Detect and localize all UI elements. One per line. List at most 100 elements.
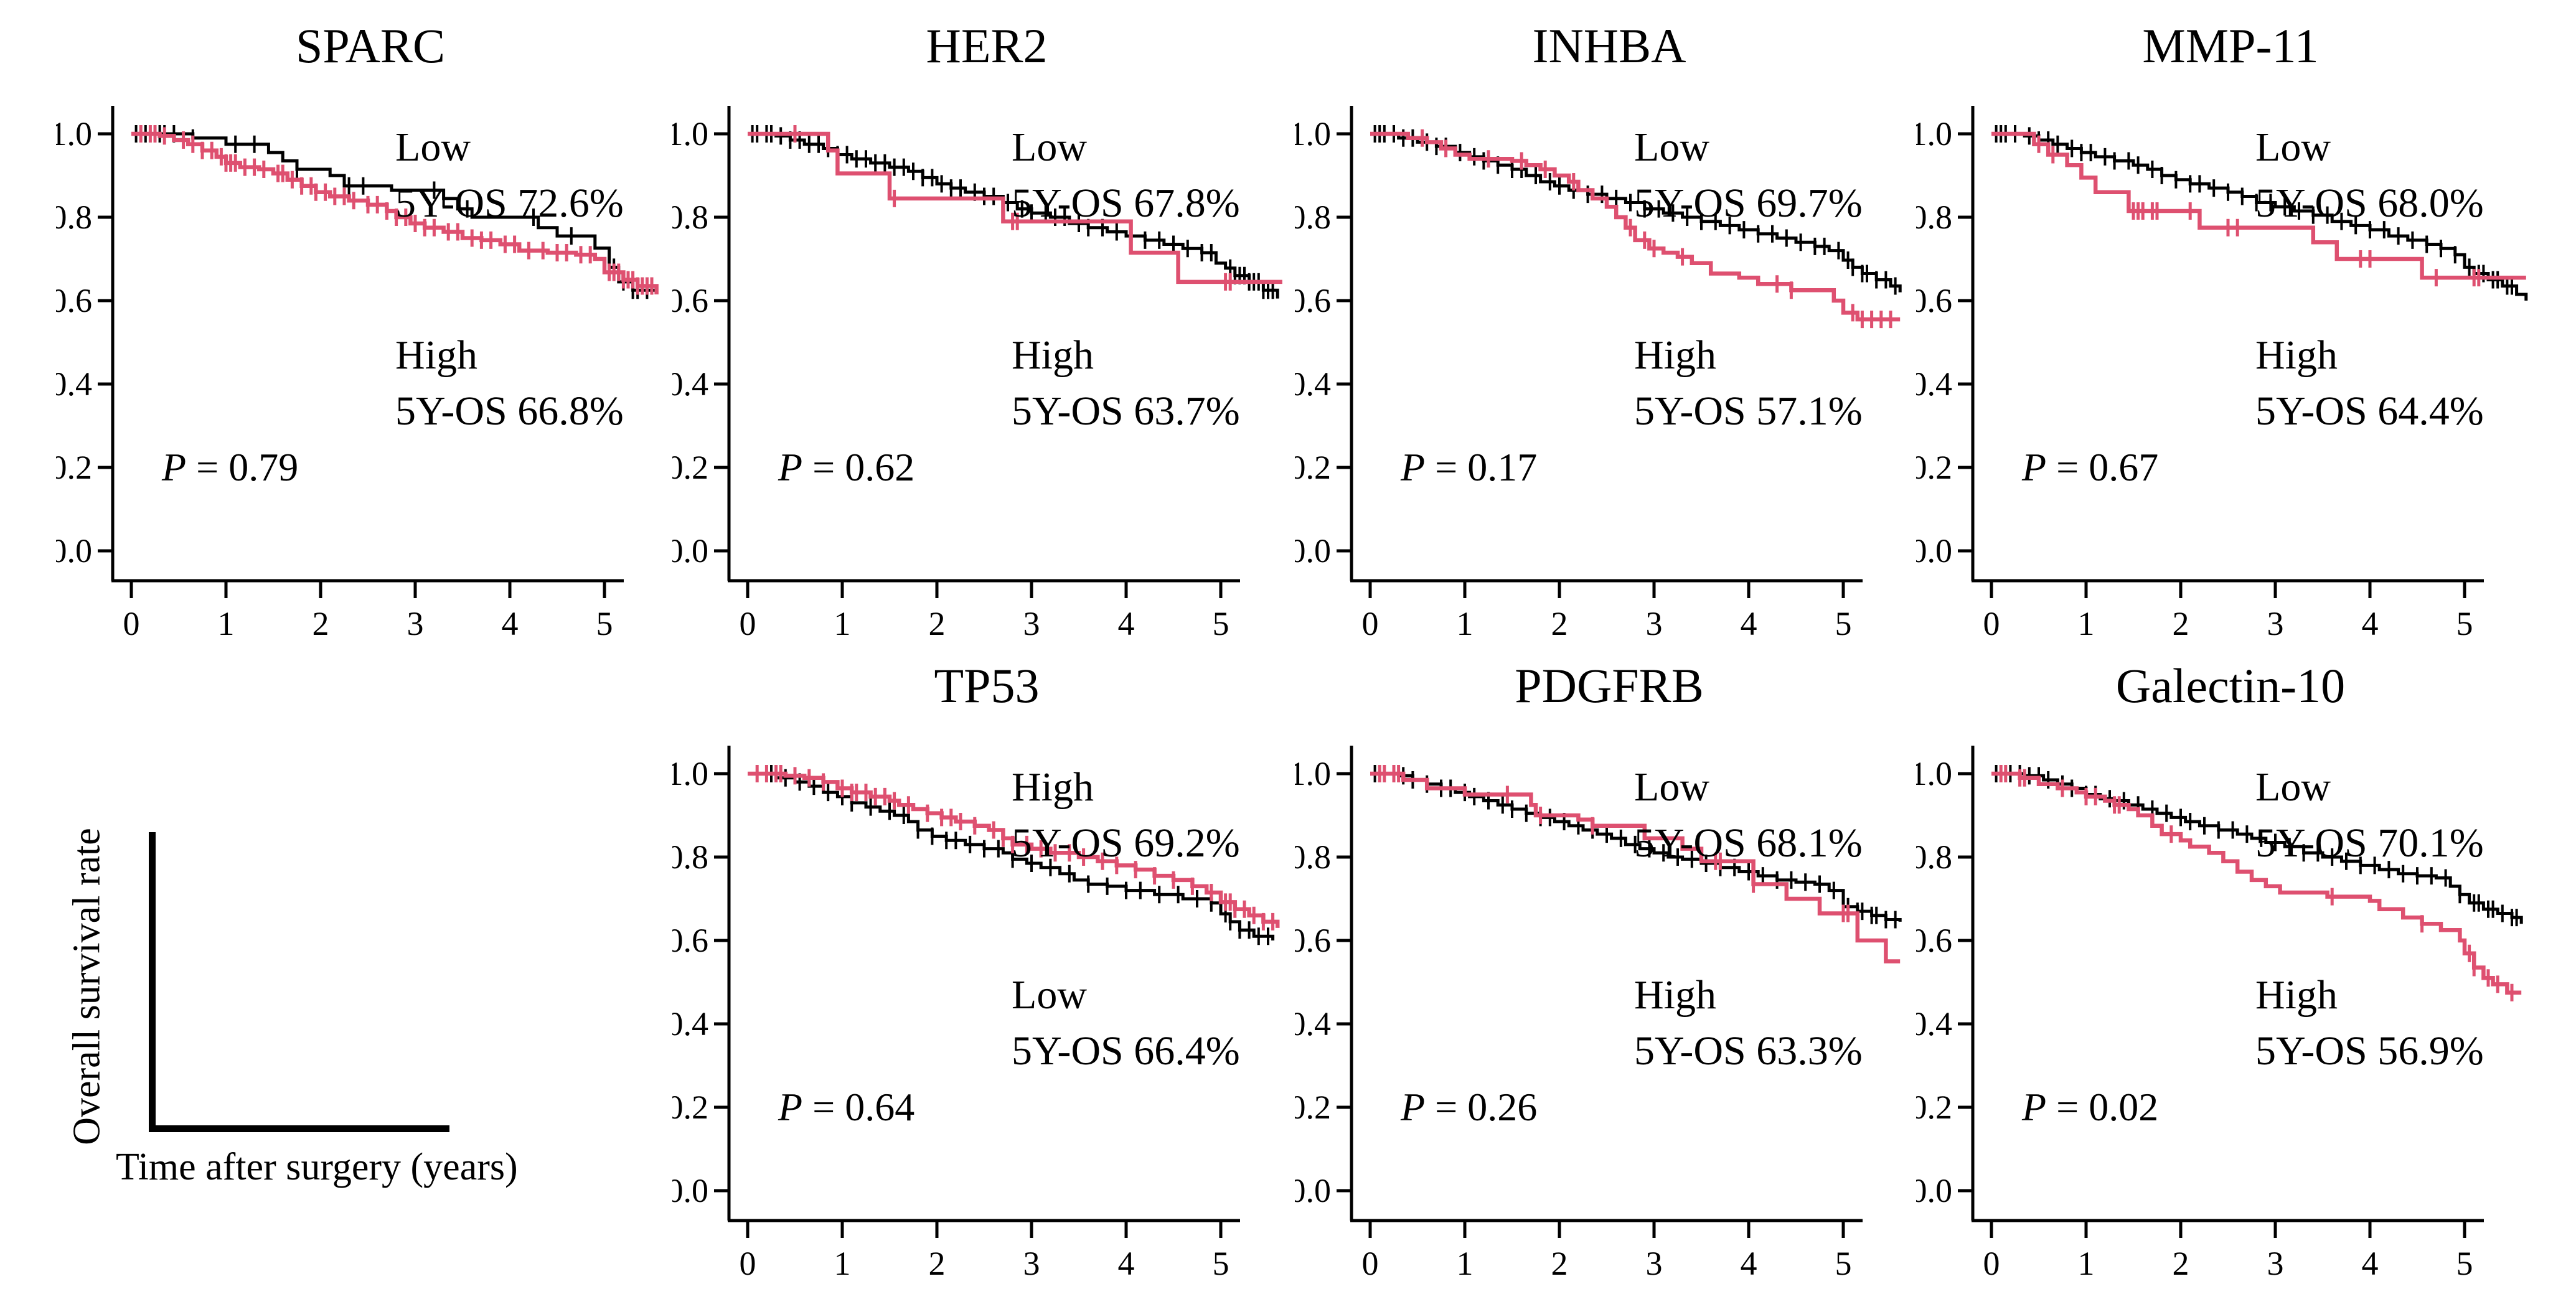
p-value-label: P = 0.67 <box>2021 445 2158 489</box>
axis-spines <box>1350 106 1863 583</box>
y-tick-label: 1.0 <box>1916 755 1952 792</box>
bottom-group-os: 5Y-OS 56.9% <box>2255 1028 2484 1074</box>
top-group-label: Low <box>1634 124 1709 170</box>
x-tick-label: 3 <box>407 605 424 642</box>
x-tick-label: 4 <box>502 605 519 642</box>
bottom-group-label: High <box>1634 332 1716 378</box>
y-tick-label: 0.8 <box>672 199 708 236</box>
y-tick-label: 1.0 <box>1295 115 1331 152</box>
km-plot-canvas: SPARC 0.0 0.2 0.4 0.6 0.8 1.0 0 1 2 3 4 5 Low 5Y-OS 72… <box>56 19 659 642</box>
bottom-group-os: 5Y-OS 57.1% <box>1634 388 1863 434</box>
km-plot-canvas: TP53 0.0 0.2 0.4 0.6 0.8 1.0 0 1 2 3 4 5 High 5Y-OS 69… <box>672 659 1280 1282</box>
axis-legend: Overall survival rate Time after surgery… <box>56 640 700 1294</box>
axes-glyph-icon <box>149 832 449 1132</box>
y-tick-label: 0.6 <box>672 282 708 319</box>
x-tick-label: 5 <box>2456 1245 2473 1282</box>
x-tick-label: 4 <box>2362 605 2379 642</box>
subplot-mmp11: MMP-11 0.0 0.2 0.4 0.6 0.8 1.0 0 1 2 3 4 5 Low 5Y-OS 6… <box>1916 0 2560 654</box>
p-value-label: P = 0.62 <box>778 445 914 489</box>
censor-ticks-high <box>2037 135 2481 287</box>
y-tick-label: 0.8 <box>1916 838 1952 876</box>
x-tick-label: 5 <box>1213 605 1229 642</box>
x-tick-label: 5 <box>1213 1245 1229 1282</box>
km-curve-low <box>1991 132 2528 301</box>
x-tick-label: 0 <box>740 1245 756 1282</box>
bottom-group-label: High <box>395 332 477 378</box>
y-tick-label: 0.2 <box>1295 449 1331 486</box>
bottom-group-label: High <box>1012 332 1094 378</box>
y-tick-label: 1.0 <box>56 115 92 152</box>
x-tick-label: 3 <box>1646 605 1663 642</box>
x-axis-label: Time after surgery (years) <box>116 1146 518 1188</box>
y-tick-label: 0.8 <box>1295 199 1331 236</box>
bottom-group-os: 5Y-OS 66.8% <box>395 388 624 434</box>
y-tick-label: 0.0 <box>672 1172 708 1209</box>
y-tick-label: 1.0 <box>672 755 708 792</box>
censor-ticks-high <box>1421 129 1892 329</box>
x-tick-label: 4 <box>1741 605 1757 642</box>
y-tick-label: 0.2 <box>1916 1089 1952 1126</box>
x-tick-label: 1 <box>218 605 235 642</box>
y-tick-label: 0.0 <box>1916 1172 1952 1209</box>
x-tick-label: 3 <box>2267 1245 2284 1282</box>
x-tick-label: 0 <box>1983 605 2000 642</box>
subplot-her2: HER2 0.0 0.2 0.4 0.6 0.8 1.0 0 1 2 3 4 5 Low 5Y-OS 67.… <box>672 0 1316 654</box>
y-tick-label: 0.2 <box>56 449 92 486</box>
top-group-label: High <box>1012 764 1094 810</box>
plot-title: PDGFRB <box>1515 659 1703 713</box>
p-value-label: P = 0.17 <box>1400 445 1537 489</box>
x-tick-label: 2 <box>313 605 329 642</box>
y-tick-label: 0.0 <box>1295 1172 1331 1209</box>
x-tick-label: 0 <box>123 605 140 642</box>
y-tick-label: 0.0 <box>56 532 92 570</box>
axis-spines <box>727 106 1240 583</box>
y-axis-label: Overall survival rate <box>65 828 108 1145</box>
censor-ticks-high <box>139 125 654 295</box>
y-tick-label: 0.6 <box>56 282 92 319</box>
x-tick-label: 1 <box>834 605 851 642</box>
bottom-group-os: 5Y-OS 63.7% <box>1012 388 1240 434</box>
bottom-group-os: 5Y-OS 63.3% <box>1634 1028 1863 1074</box>
y-tick-label: 0.4 <box>1295 365 1331 403</box>
censor-ticks-high <box>793 125 1232 291</box>
km-curve-high <box>1370 131 1901 322</box>
subplot-sparc: SPARC 0.0 0.2 0.4 0.6 0.8 1.0 0 1 2 3 4 5 Low 5Y-OS 72… <box>56 0 700 654</box>
km-plot-canvas: Galectin-10 0.0 0.2 0.4 0.6 0.8 1.0 0 1 2 3 4 5 Low 5Y… <box>1916 659 2523 1282</box>
y-tick-label: 0.2 <box>1916 449 1952 486</box>
top-group-os: 5Y-OS 69.7% <box>1634 181 1863 226</box>
top-group-os: 5Y-OS 68.1% <box>1634 820 1863 866</box>
x-tick-label: 5 <box>1835 1245 1852 1282</box>
km-plot-canvas: INHBA 0.0 0.2 0.4 0.6 0.8 1.0 0 1 2 3 4 5 Low 5Y-OS 69… <box>1295 19 1902 642</box>
x-tick-label: 1 <box>1457 605 1474 642</box>
bottom-group-label: High <box>1634 972 1716 1018</box>
x-tick-label: 2 <box>929 1245 946 1282</box>
y-tick-label: 0.6 <box>1916 282 1952 319</box>
y-tick-label: 0.8 <box>1916 199 1952 236</box>
x-tick-label: 2 <box>1551 1245 1568 1282</box>
y-tick-label: 0.4 <box>1295 1005 1331 1043</box>
plot-title: INHBA <box>1533 19 1686 73</box>
top-group-os: 5Y-OS 68.0% <box>2255 181 2484 226</box>
bottom-group-os: 5Y-OS 64.4% <box>2255 388 2484 434</box>
axis-spines <box>1971 746 2484 1222</box>
censor-ticks-high <box>755 765 1275 931</box>
x-tick-label: 0 <box>1362 605 1379 642</box>
x-tick-label: 4 <box>1741 1245 1757 1282</box>
km-plot-canvas: HER2 0.0 0.2 0.4 0.6 0.8 1.0 0 1 2 3 4 5 Low 5Y-OS 67.… <box>672 19 1282 642</box>
km-curve-high <box>1991 131 2526 280</box>
y-tick-label: 0.8 <box>56 199 92 236</box>
y-tick-label: 0.4 <box>672 1005 708 1043</box>
plot-title: Galectin-10 <box>2116 659 2345 713</box>
y-tick-label: 0.4 <box>1916 1005 1952 1043</box>
top-group-label: Low <box>1012 124 1087 170</box>
x-tick-label: 0 <box>1983 1245 2000 1282</box>
y-tick-label: 0.0 <box>1916 532 1952 570</box>
p-value-label: P = 0.79 <box>161 445 298 489</box>
bottom-group-label: High <box>2255 972 2338 1018</box>
x-tick-label: 0 <box>1362 1245 1379 1282</box>
plot-title: TP53 <box>934 659 1039 713</box>
top-group-label: Low <box>2255 124 2331 170</box>
y-tick-label: 0.2 <box>1295 1089 1331 1126</box>
x-tick-label: 5 <box>2456 605 2473 642</box>
